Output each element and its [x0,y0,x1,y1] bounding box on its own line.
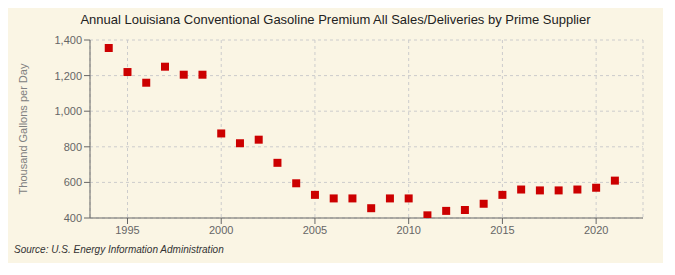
svg-text:2015: 2015 [490,224,514,236]
svg-text:1,400: 1,400 [54,34,82,46]
svg-text:800: 800 [64,141,82,153]
svg-text:2010: 2010 [396,224,420,236]
svg-text:2000: 2000 [209,224,233,236]
svg-text:600: 600 [64,176,82,188]
svg-text:1995: 1995 [115,224,139,236]
svg-text:1,000: 1,000 [54,105,82,117]
svg-text:2005: 2005 [303,224,327,236]
svg-text:400: 400 [64,212,82,224]
svg-text:Thousand Gallons per Day: Thousand Gallons per Day [17,63,29,194]
html-text:Source: U.S. Energy Informatio: Source: U.S. Energy Information Administ… [14,244,224,255]
html-text:Annual Louisiana Conventional: Annual Louisiana Conventional Gasoline P… [80,12,591,27]
svg-text:1,200: 1,200 [54,70,82,82]
svg-text:2020: 2020 [584,224,608,236]
